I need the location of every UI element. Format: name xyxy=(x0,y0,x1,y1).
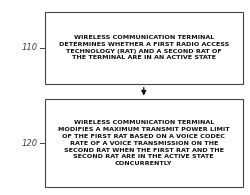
FancyBboxPatch shape xyxy=(45,99,242,187)
FancyBboxPatch shape xyxy=(45,12,242,84)
Text: WIRELESS COMMUNICATION TERMINAL
DETERMINES WHETHER A FIRST RADIO ACCESS
TECHNOLO: WIRELESS COMMUNICATION TERMINAL DETERMIN… xyxy=(58,35,229,60)
Text: 120: 120 xyxy=(22,139,38,148)
Text: WIRELESS COMMUNICATION TERMINAL
MODIFIES A MAXIMUM TRANSMIT POWER LIMIT
OF THE F: WIRELESS COMMUNICATION TERMINAL MODIFIES… xyxy=(58,121,230,166)
Text: 110: 110 xyxy=(22,43,38,52)
